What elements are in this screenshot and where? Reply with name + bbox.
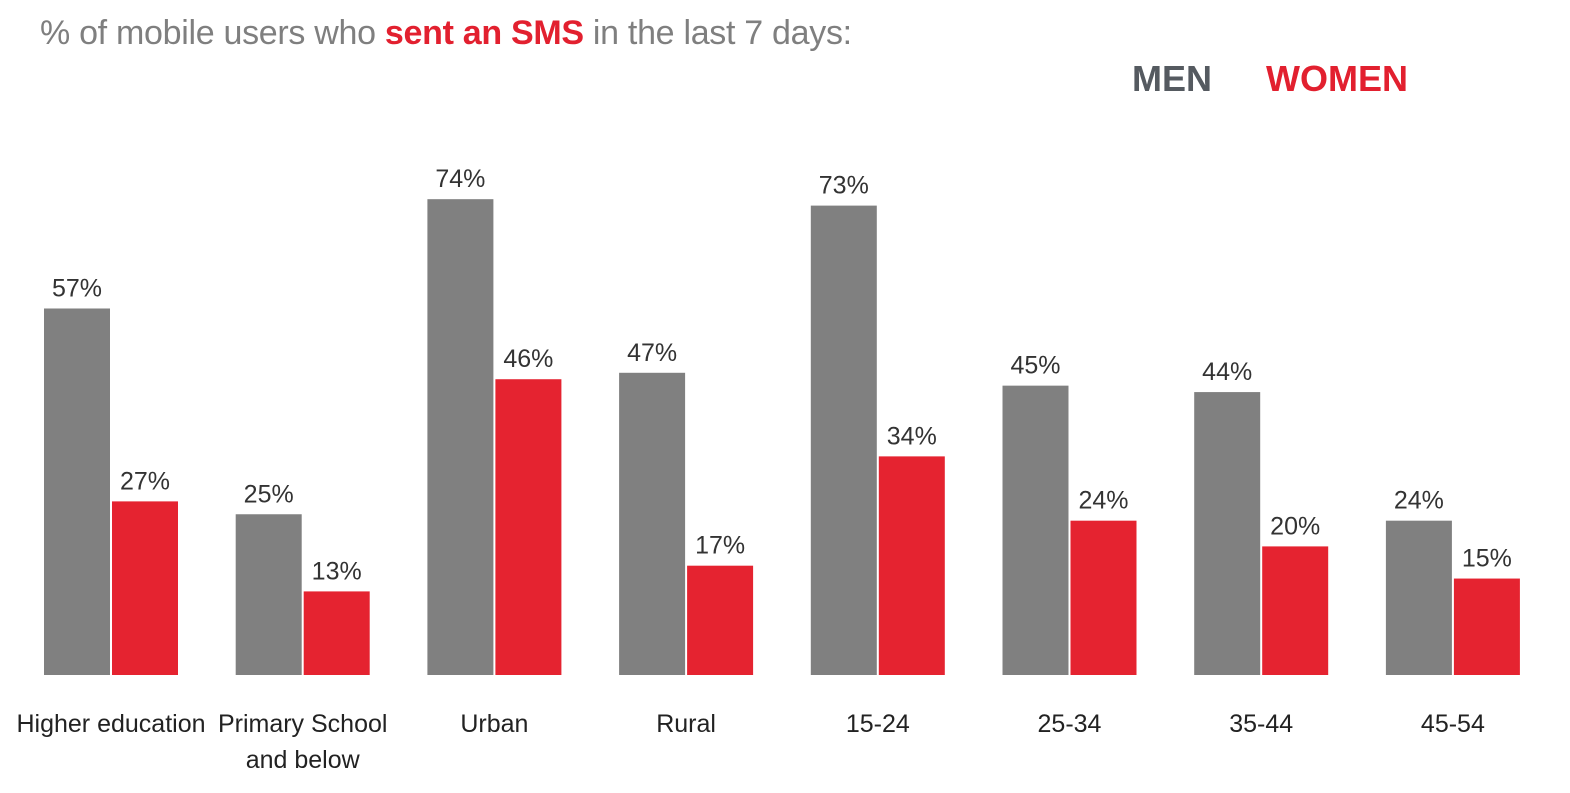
value-label-women-0: 27% xyxy=(120,467,170,495)
value-label-men-6: 44% xyxy=(1202,358,1252,386)
value-label-men-0: 57% xyxy=(52,274,102,302)
legend: MEN WOMEN xyxy=(1132,58,1408,100)
bar-men-7 xyxy=(1385,520,1452,675)
bar-women-4 xyxy=(878,456,945,675)
category-label-6: 35-44 xyxy=(1229,710,1293,738)
value-label-women-3: 17% xyxy=(695,532,745,560)
value-label-men-5: 45% xyxy=(1010,352,1060,380)
category-label-4: 15-24 xyxy=(846,710,910,738)
bar-women-5 xyxy=(1070,520,1137,675)
value-label-men-4: 73% xyxy=(819,172,869,200)
category-label-5: 25-34 xyxy=(1038,710,1102,738)
bar-men-6 xyxy=(1194,392,1261,675)
title-suffix: in the last 7 days: xyxy=(592,14,852,52)
value-label-women-1: 13% xyxy=(312,557,362,585)
bar-women-7 xyxy=(1453,578,1520,675)
title-highlight: sent an SMS xyxy=(384,14,584,52)
value-label-men-7: 24% xyxy=(1394,487,1444,515)
bar-men-3 xyxy=(619,372,686,675)
value-label-men-3: 47% xyxy=(627,339,677,367)
bar-women-0 xyxy=(112,501,178,675)
value-label-men-1: 25% xyxy=(244,480,294,508)
bar-women-3 xyxy=(687,565,754,675)
category-label-1-line-1: and below xyxy=(246,746,361,774)
category-label-1-line-0: Primary School xyxy=(218,710,388,738)
value-label-women-7: 15% xyxy=(1462,545,1512,573)
legend-men: MEN xyxy=(1132,58,1212,99)
bar-men-0 xyxy=(44,308,110,675)
value-label-women-6: 20% xyxy=(1270,512,1320,540)
bar-men-2 xyxy=(427,199,494,675)
bar-men-5 xyxy=(1002,385,1069,675)
title-prefix: % of mobile users who xyxy=(40,14,376,52)
bar-men-4 xyxy=(810,205,877,676)
bar-women-1 xyxy=(303,591,370,675)
legend-women: WOMEN xyxy=(1266,58,1408,99)
value-label-women-4: 34% xyxy=(887,422,937,450)
category-label-7: 45-54 xyxy=(1421,710,1485,738)
bar-women-6 xyxy=(1262,546,1329,675)
chart-title: % of mobile users who sent an SMS in the… xyxy=(40,14,852,53)
value-label-women-5: 24% xyxy=(1078,487,1128,515)
value-label-men-2: 74% xyxy=(435,165,485,193)
bar-men-1 xyxy=(235,514,302,675)
value-label-women-2: 46% xyxy=(503,345,553,373)
bar-women-2 xyxy=(495,379,562,675)
category-label-3: Rural xyxy=(656,710,716,738)
category-label-0: Higher education xyxy=(16,710,205,738)
category-label-2: Urban xyxy=(460,710,528,738)
